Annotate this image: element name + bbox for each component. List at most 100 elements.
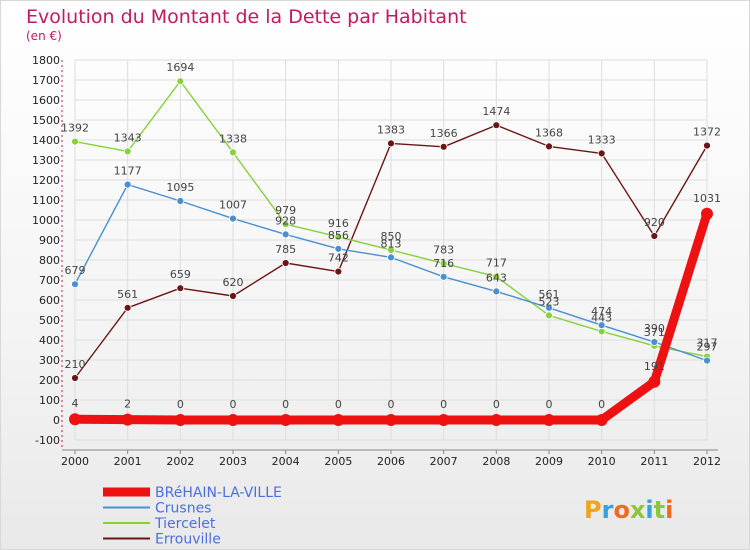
data-point — [650, 338, 659, 346]
y-tick-label: 1300 — [32, 154, 60, 167]
logo-letter: t — [654, 496, 665, 524]
legend-label: Tiercelet — [154, 516, 216, 532]
x-tick-labels: 2000 2001 2002 2003 2004 2005 2006 2007 2008 2009… — [61, 455, 721, 468]
y-tick-label: 1200 — [32, 174, 60, 187]
x-tick-label: 2005 — [324, 455, 352, 468]
x-tick-label: 2001 — [114, 455, 142, 468]
data-point — [332, 414, 345, 426]
x-tick-label: 2004 — [272, 455, 300, 468]
data-label: 1343 — [114, 131, 142, 144]
data-label: 4 — [72, 397, 79, 410]
legend-label: Crusnes — [155, 501, 211, 517]
data-point — [229, 214, 237, 223]
data-label: 0 — [282, 398, 289, 411]
data-label: 0 — [440, 398, 447, 411]
y-tick-label: 700 — [39, 274, 60, 287]
data-point — [387, 139, 395, 148]
data-label: 0 — [177, 398, 184, 411]
data-label: 297 — [697, 341, 718, 354]
y-tick-label: 1100 — [32, 194, 60, 207]
data-point — [281, 220, 290, 229]
y-tick-label: 300 — [39, 354, 60, 367]
data-point — [648, 375, 661, 388]
data-label: 1392 — [61, 122, 89, 135]
y-tick-labels: -100 0 100 200 300 400 500 600 700 800 900 1000 1100… — [32, 54, 60, 447]
y-tick-label: 1600 — [32, 94, 60, 107]
y-tick-label: 0 — [53, 414, 60, 427]
data-label: 317 — [697, 337, 718, 350]
data-point — [281, 259, 290, 267]
data-label: 1694 — [166, 61, 194, 74]
data-label: 390 — [644, 322, 665, 335]
data-label: 643 — [486, 271, 507, 284]
logo-letter: i — [665, 496, 673, 524]
data-point — [437, 414, 450, 426]
data-label: 1007 — [219, 199, 247, 212]
logo-letter: x — [630, 496, 646, 524]
data-point — [279, 414, 292, 426]
data-label: 0 — [388, 398, 395, 411]
data-label: 0 — [493, 398, 500, 411]
data-point — [123, 303, 132, 312]
data-label: 371 — [644, 326, 665, 339]
data-label: 916 — [328, 217, 349, 230]
x-tick-label: 2007 — [430, 455, 458, 468]
data-label: 785 — [275, 243, 296, 256]
data-point — [492, 287, 501, 296]
data-label: 1031 — [693, 192, 721, 205]
x-tick-label: 2003 — [219, 455, 247, 468]
data-label: 659 — [170, 268, 191, 281]
y-tick-label: 800 — [39, 254, 60, 267]
chart-subtitle: (en €) — [26, 29, 62, 43]
logo-text: Proxiti — [584, 496, 673, 524]
data-point — [703, 141, 711, 150]
logo-letter: i — [645, 496, 653, 524]
legend-label: BRéHAIN-LA-VILLE — [155, 485, 282, 501]
data-point — [701, 207, 713, 220]
data-point — [439, 259, 448, 268]
data-point — [123, 180, 132, 189]
chart-title: Evolution du Montant de la Dette par Hab… — [26, 6, 467, 28]
logo-letter: r — [602, 496, 614, 524]
data-label: 979 — [275, 204, 296, 217]
data-label: 0 — [598, 398, 605, 411]
y-tick-label: 400 — [39, 334, 60, 347]
data-label: 561 — [117, 288, 138, 301]
data-label: 717 — [486, 257, 507, 270]
data-point — [334, 267, 343, 276]
data-point — [334, 244, 343, 253]
data-label: 443 — [591, 311, 612, 324]
x-tick-label: 2010 — [588, 455, 616, 468]
data-label: 742 — [328, 252, 349, 265]
y-tick-label: 1800 — [32, 54, 60, 67]
x-tick-label: 2008 — [482, 455, 510, 468]
data-point — [545, 142, 553, 151]
data-point — [174, 414, 187, 426]
data-point — [227, 414, 239, 426]
y-tick-label: 1000 — [32, 214, 60, 227]
y-tick-label: 600 — [39, 294, 60, 307]
logo: Proxiti — [584, 496, 673, 524]
data-point — [71, 137, 79, 146]
data-label: 0 — [335, 398, 342, 411]
data-point — [176, 197, 185, 205]
data-label: 1333 — [588, 133, 616, 146]
data-point — [650, 232, 659, 240]
data-point — [703, 356, 711, 365]
data-point — [595, 414, 608, 426]
data-point — [176, 77, 185, 86]
data-label: 1177 — [114, 165, 142, 178]
data-label: 783 — [433, 243, 454, 256]
data-point — [176, 284, 185, 293]
y-tick-label: 1700 — [32, 74, 60, 87]
data-point — [281, 230, 290, 239]
data-label: 856 — [328, 229, 349, 242]
y-tick-label: 100 — [39, 394, 60, 407]
data-label: 716 — [433, 257, 454, 270]
data-label: 928 — [275, 214, 296, 227]
data-point — [123, 147, 132, 156]
data-label: 920 — [644, 216, 665, 229]
data-point — [69, 413, 81, 426]
x-tick-label: 2000 — [61, 455, 89, 468]
